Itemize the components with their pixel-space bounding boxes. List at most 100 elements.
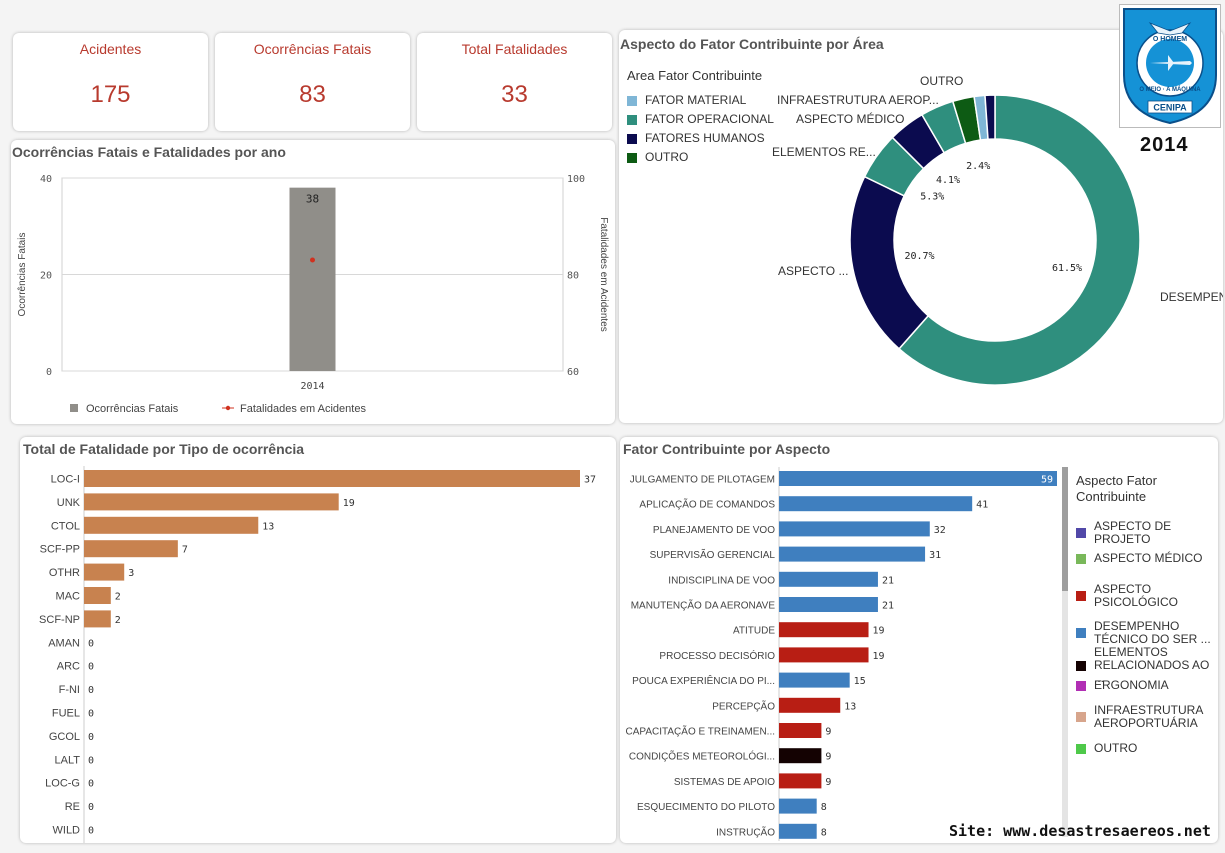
- slice-percent-label: 61.5%: [1052, 263, 1082, 274]
- legend-scrollbar[interactable]: [1062, 467, 1068, 837]
- occurrence-bar[interactable]: [84, 563, 125, 581]
- yearly-combo-chart: 0 20 40 60 80 100 Ocorrências Fatais Fatalidade…: [17, 174, 609, 415]
- occurrence-type-panel: Total de Fatalidade por Tipo de ocorrênc…: [20, 437, 616, 843]
- legend-label: Ocorrências Fatais: [86, 403, 179, 415]
- bar-value-label: 19: [343, 498, 355, 509]
- category-label: ESQUECIMENTO DO PILOTO: [637, 802, 775, 813]
- bar-value-label: 0: [88, 685, 94, 696]
- bar-fatal-occurrences[interactable]: [289, 187, 336, 371]
- legend-label: Fatalidades em Acidentes: [240, 403, 366, 415]
- category-label: INSTRUÇÃO: [716, 825, 775, 838]
- occurrence-bar[interactable]: [84, 587, 111, 604]
- y-axis-label: Ocorrências Fatais: [17, 233, 28, 317]
- category-label: APLICAÇÃO DE COMANDOS: [639, 498, 775, 511]
- legend-item[interactable]: OUTRO: [627, 150, 688, 164]
- aspect-bar[interactable]: [779, 571, 878, 587]
- occurrence-bar[interactable]: [84, 540, 178, 558]
- legend-title: Aspecto Fator Contribuinte: [1076, 473, 1157, 504]
- legend-item[interactable]: ASPECTO PSICOLÓGICO: [1076, 583, 1212, 609]
- category-label: RE: [65, 801, 80, 813]
- slice-category-label: ASPECTO MÉDICO: [796, 111, 904, 126]
- occurrence-bar[interactable]: [84, 610, 111, 628]
- donut-slice[interactable]: [984, 94, 996, 141]
- bar-data-label: 38: [306, 193, 319, 206]
- aspect-bar[interactable]: [779, 723, 822, 738]
- legend-label: FATOR MATERIAL: [645, 93, 747, 107]
- legend-item[interactable]: OUTRO: [1076, 742, 1212, 755]
- occurrence-bar[interactable]: [84, 470, 580, 487]
- category-label: PLANEJAMENTO DE VOO: [653, 525, 775, 536]
- aspect-bar[interactable]: [779, 597, 878, 612]
- category-label: FUEL: [52, 708, 80, 720]
- legend-label: ASPECTO PSICOLÓGICO: [1094, 582, 1179, 609]
- site-label: Site: www.desastresaereos.net: [949, 822, 1211, 840]
- occurrence-bar[interactable]: [84, 516, 259, 534]
- bar-value-label: 0: [88, 802, 94, 813]
- bar-value-label: 0: [88, 709, 94, 720]
- logo-text-bottom: O MEIO · A MÁQUINA: [1139, 86, 1201, 93]
- bar-value-label: 8: [821, 802, 827, 813]
- legend-item[interactable]: FATOR MATERIAL: [627, 93, 746, 107]
- aspect-bar[interactable]: [779, 798, 817, 814]
- y-tick-label: 20: [40, 271, 52, 282]
- category-label: OTHR: [49, 567, 80, 579]
- donut-slice[interactable]: [898, 94, 1141, 386]
- aspect-bar[interactable]: [779, 496, 973, 512]
- bar-value-label: 21: [882, 601, 894, 612]
- category-label: MAC: [56, 591, 81, 603]
- bar-value-label: 2: [115, 592, 121, 603]
- logo-org: CENIPA: [1153, 103, 1187, 113]
- aspect-bar[interactable]: [779, 622, 869, 638]
- legend-item[interactable]: DESEMPENHO TÉCNICO DO SER ...: [1076, 620, 1212, 646]
- chart-title: Total de Fatalidade por Tipo de ocorrênc…: [23, 441, 305, 457]
- donut-slice[interactable]: [849, 175, 930, 350]
- category-label: MANUTENÇÃO DA AERONAVE: [631, 599, 776, 612]
- occurrence-bar[interactable]: [84, 493, 339, 511]
- category-label: WILD: [53, 825, 81, 837]
- y-tick-label: 40: [40, 174, 52, 185]
- bar-value-label: 19: [873, 626, 885, 637]
- bar-value-label: 9: [825, 777, 831, 788]
- legend-item[interactable]: ERGONOMIA: [1076, 679, 1212, 692]
- bar-value-label: 8: [821, 827, 827, 838]
- bar-value-label: 0: [88, 662, 94, 673]
- aspect-bar[interactable]: [779, 546, 926, 562]
- legend-item[interactable]: ASPECTO DE PROJETO: [1076, 520, 1212, 546]
- kpi-label: Ocorrências Fatais: [253, 41, 372, 57]
- category-label: LALT: [55, 754, 81, 766]
- kpi-total-fatalities: Total Fatalidades 33: [417, 33, 612, 131]
- aspect-bar[interactable]: [779, 823, 817, 839]
- aspect-bar[interactable]: [779, 647, 869, 663]
- category-label: PROCESSO DECISÓRIO: [659, 649, 775, 662]
- bar-value-label: 13: [262, 521, 274, 532]
- aspect-bar[interactable]: [779, 672, 850, 688]
- legend-label: OUTRO: [645, 150, 689, 164]
- y2-tick-label: 100: [567, 174, 585, 185]
- aspect-panel: Fator Contribuinte por Aspecto JULGAMENT…: [620, 437, 1218, 843]
- point-fatalities[interactable]: [310, 257, 315, 263]
- legend-item[interactable]: FATOR OPERACIONAL: [627, 112, 774, 126]
- aspect-bar[interactable]: [779, 773, 822, 789]
- legend-item[interactable]: ASPECTO MÉDICO: [1076, 552, 1212, 565]
- kpi-label: Acidentes: [79, 41, 142, 57]
- category-label: ARC: [57, 661, 80, 673]
- chart-title: Ocorrências Fatais e Fatalidades por ano: [12, 144, 286, 160]
- bar-value-label: 3: [128, 568, 134, 579]
- legend-item[interactable]: FATORES HUMANOS: [627, 131, 765, 145]
- legend-label: ERGONOMIA: [1094, 678, 1169, 692]
- bar-value-label: 21: [882, 575, 894, 586]
- bar-value-label: 9: [825, 752, 831, 763]
- bar-value-label: 13: [844, 701, 856, 712]
- aspect-bar[interactable]: [779, 748, 822, 764]
- logo-text-top: O HOMEM: [1153, 36, 1187, 43]
- area-donut-chart: 61.5% DESEMPEN... 20.7% ASPECTO ... 5.3% ELEM…: [772, 74, 1223, 386]
- legend-item[interactable]: INFRAESTRUTURA AEROPORTUÁRIA: [1076, 704, 1212, 730]
- legend-item[interactable]: ELEMENTOS RELACIONADOS AO ...: [1076, 646, 1212, 685]
- aspect-bar[interactable]: [779, 697, 841, 713]
- legend-title: Area Fator Contribuinte: [627, 68, 763, 83]
- aspect-bar[interactable]: [779, 471, 1057, 486]
- slice-percent-label: 5.3%: [920, 191, 944, 202]
- bar-value-label: 0: [88, 732, 94, 743]
- aspect-bar[interactable]: [779, 521, 930, 537]
- category-label: PERCEPÇÃO: [712, 699, 775, 712]
